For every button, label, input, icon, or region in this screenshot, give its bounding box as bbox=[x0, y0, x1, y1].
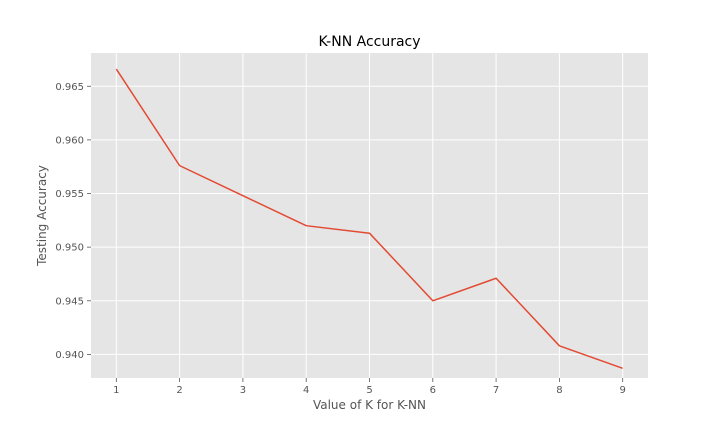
y-tick-label: 0.950 bbox=[55, 243, 84, 254]
x-tick-label: 9 bbox=[619, 385, 625, 396]
x-tick-label: 3 bbox=[240, 385, 246, 396]
x-tick-label: 1 bbox=[113, 385, 119, 396]
y-tick-label: 0.940 bbox=[55, 350, 84, 361]
x-tick-label: 5 bbox=[366, 385, 372, 396]
y-axis-label: Testing Accuracy bbox=[35, 165, 49, 267]
y-axis-ticks: 0.940 0.945 0.950 0.955 0.960 0.965 bbox=[55, 82, 91, 361]
y-tick-label: 0.955 bbox=[55, 189, 84, 200]
x-axis-label: Value of K for K-NN bbox=[313, 398, 426, 412]
series-group bbox=[115, 68, 623, 370]
y-tick-label: 0.945 bbox=[55, 296, 84, 307]
x-tick-label: 6 bbox=[430, 385, 436, 396]
chart-title: K-NN Accuracy bbox=[318, 34, 420, 50]
series-line bbox=[115, 68, 623, 370]
grid-lines bbox=[91, 53, 648, 378]
x-tick-label: 8 bbox=[556, 385, 562, 396]
x-tick-label: 4 bbox=[303, 385, 309, 396]
y-tick-label: 0.965 bbox=[55, 82, 84, 93]
x-axis-ticks: 1 2 3 4 5 6 7 8 9 bbox=[113, 378, 626, 396]
x-tick-label: 2 bbox=[176, 385, 182, 396]
x-tick-label: 7 bbox=[493, 385, 499, 396]
y-tick-label: 0.960 bbox=[55, 135, 84, 146]
